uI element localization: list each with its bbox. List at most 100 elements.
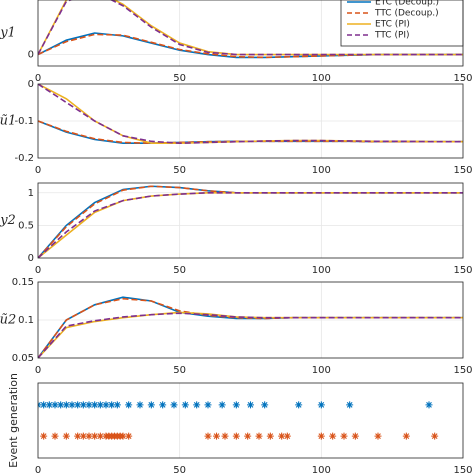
x-tick-label: 150 bbox=[453, 465, 472, 474]
event-marker bbox=[91, 432, 99, 440]
y-tick-label: 0.5 bbox=[18, 220, 34, 231]
event-marker bbox=[255, 432, 263, 440]
event-marker bbox=[91, 401, 99, 409]
x-tick-label: 0 bbox=[35, 465, 41, 474]
event-marker bbox=[232, 432, 240, 440]
x-tick-label: 150 bbox=[453, 73, 472, 84]
axes-frame bbox=[37, 0, 464, 67]
y-tick-label: 0 bbox=[28, 79, 34, 90]
event-marker bbox=[317, 432, 325, 440]
axes-frame bbox=[37, 182, 464, 259]
x-tick-label: 100 bbox=[312, 165, 331, 176]
legend-label: TTC (Decoup.) bbox=[374, 9, 439, 19]
event-marker bbox=[96, 401, 104, 409]
event-marker bbox=[85, 401, 93, 409]
event-marker bbox=[74, 401, 82, 409]
x-tick-label: 100 bbox=[312, 365, 331, 376]
event-marker bbox=[213, 432, 220, 440]
event-marker bbox=[45, 401, 53, 409]
event-marker bbox=[119, 432, 127, 440]
line bbox=[38, 84, 463, 145]
event-marker bbox=[402, 432, 410, 440]
legend-box bbox=[340, 0, 464, 47]
y-tick-label: 0 bbox=[28, 50, 34, 61]
plot-area bbox=[38, 383, 463, 458]
y-tick-label: 0 bbox=[28, 253, 34, 264]
axes-frame bbox=[37, 83, 464, 159]
y-label: Event generation bbox=[7, 373, 20, 468]
event-marker bbox=[125, 401, 133, 409]
event-marker bbox=[51, 401, 59, 409]
event-marker bbox=[40, 432, 48, 440]
axes-frame bbox=[37, 281, 464, 359]
event-marker bbox=[221, 432, 229, 440]
x-tick-label: 100 bbox=[312, 465, 331, 474]
y-tick-label: -0.1 bbox=[14, 116, 34, 127]
event-marker bbox=[147, 401, 155, 409]
line bbox=[38, 120, 463, 145]
event-marker bbox=[102, 401, 110, 409]
event-marker bbox=[232, 401, 240, 409]
event-marker bbox=[374, 432, 382, 440]
x-tick-label: 50 bbox=[173, 73, 186, 84]
event-marker bbox=[266, 432, 274, 440]
event-marker bbox=[79, 401, 87, 409]
y-tick-label: 1 bbox=[28, 188, 34, 199]
event-marker bbox=[113, 401, 121, 409]
x-tick-label: 150 bbox=[453, 265, 472, 276]
x-tick-label: 50 bbox=[173, 465, 186, 474]
event-marker bbox=[244, 432, 252, 440]
event-marker bbox=[136, 401, 144, 409]
y-tick-label: 0.15 bbox=[12, 277, 34, 288]
event-marker bbox=[159, 401, 167, 409]
x-tick-label: 100 bbox=[312, 73, 331, 84]
event-marker bbox=[170, 401, 178, 409]
event-marker bbox=[108, 401, 116, 409]
x-tick-label: 150 bbox=[453, 165, 472, 176]
event-marker bbox=[96, 432, 104, 440]
x-tick-label: 0 bbox=[35, 265, 41, 276]
x-tick-label: 0 bbox=[35, 365, 41, 376]
event-marker bbox=[62, 432, 70, 440]
legend-label: ETC (Decoup.) bbox=[375, 0, 439, 8]
legend-label: TTC (PI) bbox=[374, 31, 410, 41]
line bbox=[38, 191, 463, 258]
y-label: ũ2 bbox=[0, 313, 16, 328]
y-tick-label: 0.1 bbox=[18, 315, 34, 326]
event-marker bbox=[40, 401, 48, 409]
plot-area bbox=[38, 183, 463, 258]
legend-label: ETC (PI) bbox=[375, 20, 410, 30]
y-label: ũ1 bbox=[0, 114, 16, 129]
event-marker bbox=[74, 432, 82, 440]
event-marker bbox=[193, 401, 201, 409]
y-label: y1 bbox=[0, 26, 16, 41]
event-marker bbox=[329, 432, 337, 440]
x-tick-label: 50 bbox=[173, 365, 186, 376]
axes-frame bbox=[37, 382, 464, 459]
line bbox=[38, 0, 463, 56]
x-tick-label: 0 bbox=[35, 165, 41, 176]
y-tick-label: 0.05 bbox=[12, 353, 34, 364]
event-marker bbox=[425, 401, 433, 409]
x-tick-label: 50 bbox=[173, 265, 186, 276]
event-marker bbox=[62, 401, 70, 409]
event-marker bbox=[57, 401, 65, 409]
event-marker bbox=[218, 401, 226, 409]
event-marker bbox=[351, 432, 359, 440]
event-marker bbox=[278, 432, 286, 440]
event-marker bbox=[431, 432, 439, 440]
event-marker bbox=[51, 432, 59, 440]
event-marker bbox=[125, 432, 133, 440]
x-tick-label: 150 bbox=[453, 365, 472, 376]
event-marker bbox=[283, 432, 291, 440]
event-marker bbox=[68, 401, 76, 409]
event-marker bbox=[181, 401, 189, 409]
legend: ETC (Decoup.)TTC (Decoup.)ETC (PI)TTC (P… bbox=[340, 0, 464, 47]
event-marker bbox=[346, 401, 354, 409]
event-marker bbox=[317, 401, 325, 409]
line bbox=[38, 312, 463, 358]
y-label: y2 bbox=[0, 213, 16, 228]
event-marker bbox=[85, 432, 93, 440]
event-marker bbox=[295, 401, 303, 409]
